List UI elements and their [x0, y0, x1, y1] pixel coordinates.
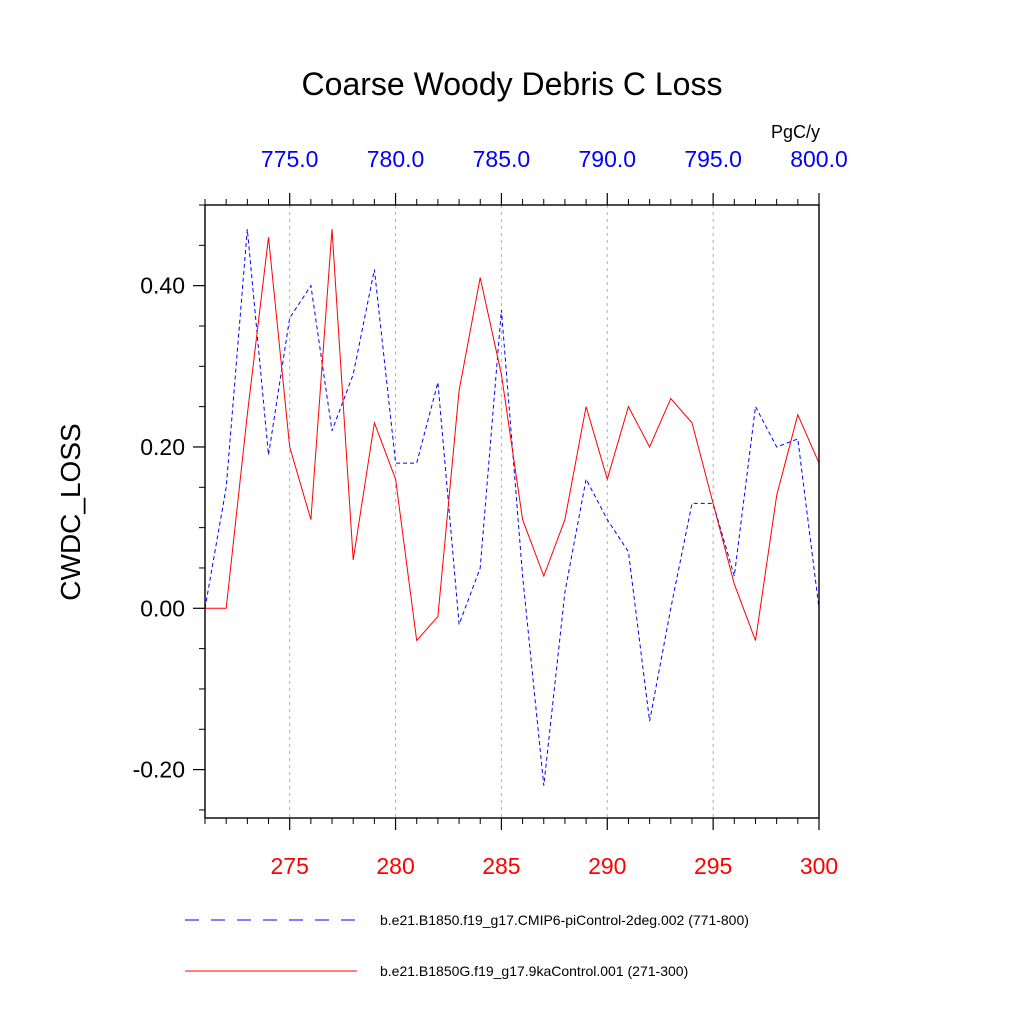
- data-point: [776, 495, 777, 496]
- y-tick-label: 0.20: [140, 434, 185, 460]
- data-point: [247, 414, 248, 415]
- data-point: [289, 317, 290, 318]
- data-point: [607, 479, 608, 480]
- data-point: [416, 640, 417, 641]
- data-point: [797, 414, 798, 415]
- data-point: [522, 575, 523, 576]
- x-bottom-tick-label: 300: [800, 853, 838, 879]
- data-point: [353, 559, 354, 560]
- x-top-tick-label: 790.0: [578, 146, 636, 172]
- y-axis-label: CWDC_LOSS: [55, 423, 86, 600]
- x-top-tick-label: 785.0: [473, 146, 531, 172]
- data-point: [628, 551, 629, 552]
- data-point: [268, 454, 269, 455]
- data-point: [755, 406, 756, 407]
- data-point: [331, 430, 332, 431]
- data-point: [734, 584, 735, 585]
- data-point: [480, 567, 481, 568]
- data-point: [797, 438, 798, 439]
- data-point: [374, 422, 375, 423]
- units-label: PgC/y: [771, 122, 820, 142]
- series-lines: [204, 229, 820, 786]
- data-point: [649, 446, 650, 447]
- legend-label-9ka: b.e21.B1850G.f19_g17.9kaControl.001 (271…: [380, 963, 688, 979]
- data-point: [501, 374, 502, 375]
- data-point: [564, 519, 565, 520]
- data-point: [353, 374, 354, 375]
- data-point: [776, 446, 777, 447]
- data-point: [331, 229, 332, 230]
- data-point: [459, 624, 460, 625]
- legend: b.e21.B1850.f19_g17.CMIP6-piControl-2deg…: [185, 912, 749, 979]
- data-point: [586, 406, 587, 407]
- data-point: [543, 575, 544, 576]
- data-point: [268, 237, 269, 238]
- x-top-tick-label: 780.0: [367, 146, 425, 172]
- data-point: [395, 463, 396, 464]
- y-tick-label: -0.20: [133, 757, 185, 783]
- gridlines: [289, 205, 714, 818]
- legend-label-control: b.e21.B1850.f19_g17.CMIP6-piControl-2deg…: [380, 912, 749, 928]
- data-point: [416, 463, 417, 464]
- data-point: [670, 398, 671, 399]
- data-point: [691, 422, 692, 423]
- data-point: [586, 479, 587, 480]
- data-point: [226, 608, 227, 609]
- data-point: [628, 406, 629, 407]
- x-top-tick-label: 800.0: [790, 146, 848, 172]
- data-point: [755, 640, 756, 641]
- series-line-9ka: [205, 229, 820, 642]
- data-point: [437, 382, 438, 383]
- y-tick-label: 0.40: [140, 273, 185, 299]
- data-point: [691, 503, 692, 504]
- chart-title: Coarse Woody Debris C Loss: [302, 66, 723, 102]
- data-point: [522, 519, 523, 520]
- data-point: [734, 575, 735, 576]
- data-point: [649, 721, 650, 722]
- series-line-control: [204, 229, 820, 786]
- data-point: [247, 229, 248, 230]
- data-point: [501, 309, 502, 310]
- data-point: [395, 479, 396, 480]
- data-point: [670, 608, 671, 609]
- x-bottom-tick-label: 285: [482, 853, 520, 879]
- plot-frame: [204, 204, 820, 819]
- data-point: [289, 446, 290, 447]
- data-point: [543, 785, 544, 786]
- x-top-tick-label: 795.0: [684, 146, 742, 172]
- data-point: [564, 592, 565, 593]
- axis-ticks: [193, 193, 820, 830]
- data-point: [310, 285, 311, 286]
- data-point: [480, 277, 481, 278]
- data-point: [437, 616, 438, 617]
- data-point: [607, 519, 608, 520]
- data-point: [226, 487, 227, 488]
- x-top-tick-label: 775.0: [261, 146, 319, 172]
- x-bottom-tick-label: 290: [588, 853, 626, 879]
- axis-labels: -0.20 0.00 0.20 0.40 275 280 285 290 295 300 775.0…: [133, 146, 848, 879]
- data-point: [459, 390, 460, 391]
- data-point: [310, 519, 311, 520]
- x-bottom-tick-label: 275: [271, 853, 309, 879]
- data-point: [374, 269, 375, 270]
- x-bottom-tick-label: 280: [376, 853, 414, 879]
- data-point: [713, 503, 714, 504]
- y-tick-label: 0.00: [140, 595, 185, 621]
- x-bottom-tick-label: 295: [694, 853, 732, 879]
